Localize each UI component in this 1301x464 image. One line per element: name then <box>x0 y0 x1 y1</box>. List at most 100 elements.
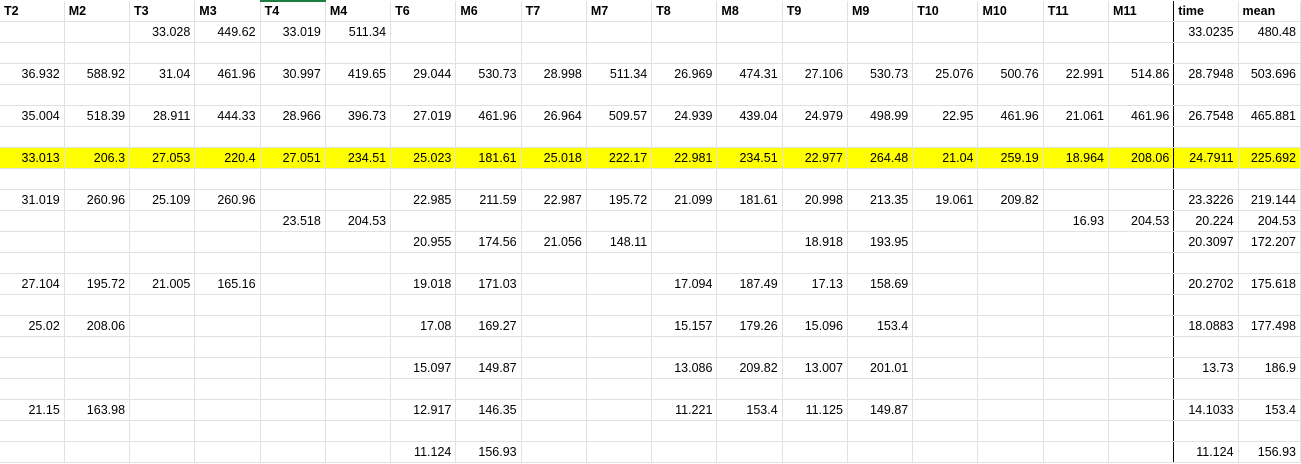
cell[interactable] <box>194 210 261 232</box>
cell[interactable] <box>260 294 326 316</box>
cell[interactable] <box>1173 42 1239 64</box>
cell[interactable]: 149.87 <box>455 357 522 379</box>
cell[interactable]: 17.08 <box>390 315 457 337</box>
cell[interactable] <box>0 294 65 316</box>
cell[interactable] <box>455 252 522 274</box>
cell[interactable]: 222.17 <box>586 147 653 169</box>
cell[interactable] <box>847 21 914 43</box>
cell[interactable] <box>521 252 587 274</box>
cell[interactable]: 158.69 <box>847 273 914 295</box>
cell[interactable]: 148.11 <box>586 231 653 253</box>
cell[interactable] <box>716 252 783 274</box>
cell[interactable] <box>1108 420 1175 442</box>
cell[interactable] <box>586 441 653 463</box>
cell[interactable]: 21.056 <box>521 231 587 253</box>
column-header-m3[interactable]: M3 <box>194 1 261 22</box>
cell[interactable] <box>977 210 1044 232</box>
column-header-t2[interactable]: T2 <box>0 1 65 22</box>
cell[interactable]: 234.51 <box>716 147 783 169</box>
cell[interactable]: 29.044 <box>390 63 457 85</box>
cell[interactable] <box>0 168 65 190</box>
cell[interactable]: 13.007 <box>782 357 848 379</box>
column-header-t6[interactable]: T6 <box>390 1 457 22</box>
cell[interactable] <box>716 441 783 463</box>
cell[interactable] <box>977 336 1044 358</box>
cell[interactable]: 15.157 <box>651 315 718 337</box>
cell[interactable]: 19.018 <box>390 273 457 295</box>
cell[interactable]: 28.911 <box>129 105 196 127</box>
cell[interactable] <box>129 84 196 106</box>
cell[interactable]: 209.82 <box>716 357 783 379</box>
cell[interactable] <box>455 210 522 232</box>
cell[interactable] <box>260 273 326 295</box>
cell[interactable]: 15.096 <box>782 315 848 337</box>
column-header-m2[interactable]: M2 <box>64 1 131 22</box>
cell[interactable] <box>912 126 979 148</box>
cell[interactable] <box>1238 126 1301 148</box>
cell[interactable]: 419.65 <box>325 63 392 85</box>
cell[interactable] <box>651 21 718 43</box>
cell[interactable] <box>1043 294 1110 316</box>
cell[interactable] <box>521 441 587 463</box>
cell[interactable] <box>1043 399 1110 421</box>
cell[interactable]: 509.57 <box>586 105 653 127</box>
cell[interactable] <box>325 294 392 316</box>
cell[interactable] <box>194 294 261 316</box>
cell[interactable] <box>521 336 587 358</box>
cell[interactable] <box>586 84 653 106</box>
cell[interactable] <box>977 399 1044 421</box>
cell[interactable]: 26.969 <box>651 63 718 85</box>
cell[interactable]: 187.49 <box>716 273 783 295</box>
column-header-t10[interactable]: T10 <box>912 1 979 22</box>
cell[interactable] <box>912 21 979 43</box>
cell[interactable] <box>912 273 979 295</box>
cell[interactable]: 461.96 <box>1108 105 1175 127</box>
cell[interactable]: 260.96 <box>194 189 261 211</box>
cell[interactable]: 219.144 <box>1238 189 1301 211</box>
cell[interactable] <box>390 378 457 400</box>
column-header-t7[interactable]: T7 <box>521 1 587 22</box>
cell[interactable] <box>0 42 65 64</box>
cell[interactable]: 21.005 <box>129 273 196 295</box>
column-header-t4[interactable]: T4 <box>260 0 326 22</box>
cell[interactable]: 21.15 <box>0 399 65 421</box>
cell[interactable] <box>1238 378 1301 400</box>
cell[interactable] <box>390 336 457 358</box>
cell[interactable] <box>521 168 587 190</box>
cell[interactable] <box>1108 357 1175 379</box>
cell[interactable] <box>64 378 131 400</box>
cell[interactable] <box>716 21 783 43</box>
cell[interactable]: 146.35 <box>455 399 522 421</box>
cell[interactable]: 33.013 <box>0 147 65 169</box>
cell[interactable] <box>260 441 326 463</box>
cell[interactable] <box>325 378 392 400</box>
cell[interactable] <box>455 378 522 400</box>
column-header-t8[interactable]: T8 <box>651 1 718 22</box>
cell[interactable] <box>847 126 914 148</box>
cell[interactable] <box>651 126 718 148</box>
cell[interactable] <box>1043 231 1110 253</box>
cell[interactable] <box>1043 168 1110 190</box>
cell[interactable]: 22.95 <box>912 105 979 127</box>
cell[interactable] <box>586 273 653 295</box>
cell[interactable]: 27.053 <box>129 147 196 169</box>
cell[interactable] <box>1108 252 1175 274</box>
cell[interactable]: 186.9 <box>1238 357 1301 379</box>
cell[interactable]: 27.104 <box>0 273 65 295</box>
cell[interactable] <box>129 210 196 232</box>
cell[interactable] <box>129 315 196 337</box>
cell[interactable] <box>260 378 326 400</box>
cell[interactable] <box>847 252 914 274</box>
column-header-mean[interactable]: mean <box>1238 1 1301 22</box>
cell[interactable] <box>912 252 979 274</box>
cell[interactable] <box>782 378 848 400</box>
cell[interactable]: 22.991 <box>1043 63 1110 85</box>
cell[interactable] <box>847 210 914 232</box>
cell[interactable]: 511.34 <box>586 63 653 85</box>
cell[interactable] <box>782 168 848 190</box>
cell[interactable] <box>260 336 326 358</box>
cell[interactable] <box>129 168 196 190</box>
cell[interactable] <box>1173 252 1239 274</box>
cell[interactable] <box>521 315 587 337</box>
cell[interactable] <box>782 84 848 106</box>
